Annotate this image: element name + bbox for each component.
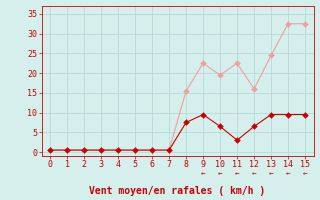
Text: ←: ←	[201, 169, 205, 178]
Text: ←: ←	[218, 169, 222, 178]
Text: ←: ←	[252, 169, 256, 178]
X-axis label: Vent moyen/en rafales ( km/h ): Vent moyen/en rafales ( km/h )	[90, 186, 266, 196]
Text: ←: ←	[269, 169, 273, 178]
Text: ←: ←	[286, 169, 291, 178]
Text: ←: ←	[235, 169, 239, 178]
Text: ←: ←	[303, 169, 308, 178]
